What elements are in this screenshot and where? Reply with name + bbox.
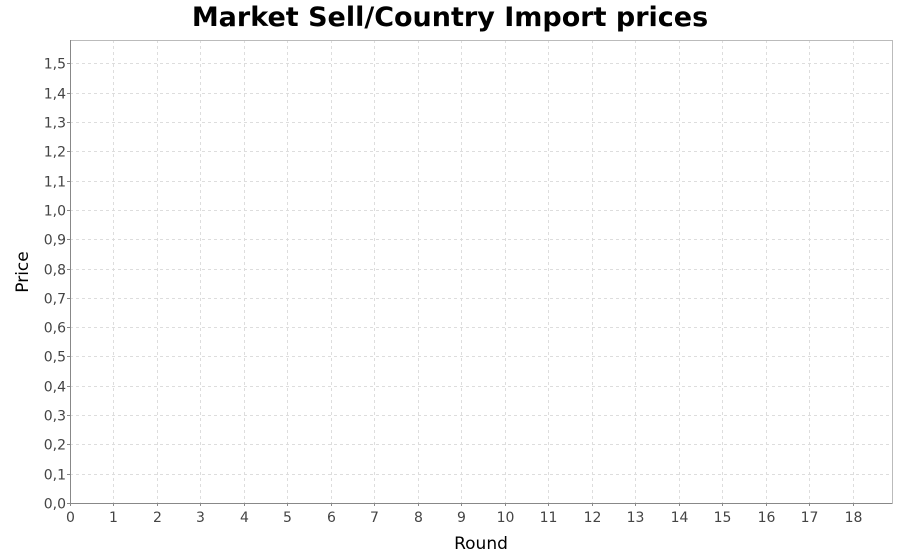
x-tick-label: 13 (627, 510, 645, 526)
x-tick-label: 18 (845, 510, 863, 526)
y-tick-label: 0,0 (44, 497, 66, 513)
x-tick-label: 8 (414, 510, 423, 526)
y-tick-label: 1,3 (44, 116, 66, 132)
x-tick-label: 5 (283, 510, 292, 526)
x-tick-label: 3 (196, 510, 205, 526)
y-tick-label: 0,3 (44, 409, 66, 425)
y-tick-label: 1,2 (44, 145, 66, 161)
x-tick-label: 10 (497, 510, 515, 526)
y-tick-label: 0,8 (44, 263, 66, 279)
x-tick-label: 0 (66, 510, 75, 526)
y-tick-label: 1,1 (44, 175, 66, 191)
y-tick-label: 0,5 (44, 350, 66, 366)
x-tick-label: 17 (801, 510, 819, 526)
x-tick-label: 7 (370, 510, 379, 526)
y-tick-label: 0,6 (44, 321, 66, 337)
y-tick-label: 0,2 (44, 438, 66, 454)
y-tick-label: 0,9 (44, 233, 66, 249)
x-tick-label: 12 (584, 510, 602, 526)
y-tick-label: 1,5 (44, 57, 66, 73)
x-tick-label: 6 (327, 510, 336, 526)
axes: 0 1 2 3 4 5 6 7 8 9 10 11 12 13 14 15 16 17 180,00,10,20,3… (44, 40, 892, 526)
x-tick-label: 15 (714, 510, 732, 526)
x-tick-label: 14 (671, 510, 689, 526)
x-axis-label: Round (454, 534, 508, 554)
chart-title: Market Sell/Country Import prices (191, 2, 709, 33)
y-tick-label: 1,4 (44, 87, 66, 103)
plot-border (70, 40, 893, 504)
x-tick-label: 1 (109, 510, 118, 526)
x-tick-label: 2 (153, 510, 162, 526)
x-tick-label: 11 (540, 510, 558, 526)
y-tick-label: 0,7 (44, 292, 66, 308)
y-tick-label: 1,0 (44, 204, 66, 220)
y-tick-label: 0,1 (44, 468, 66, 484)
x-tick-label: 16 (758, 510, 776, 526)
y-tick-label: 0,4 (44, 380, 66, 396)
x-tick-label: 9 (457, 510, 466, 526)
y-axis-label: Price (13, 251, 33, 292)
x-tick-label: 4 (240, 510, 249, 526)
grid (70, 40, 892, 503)
